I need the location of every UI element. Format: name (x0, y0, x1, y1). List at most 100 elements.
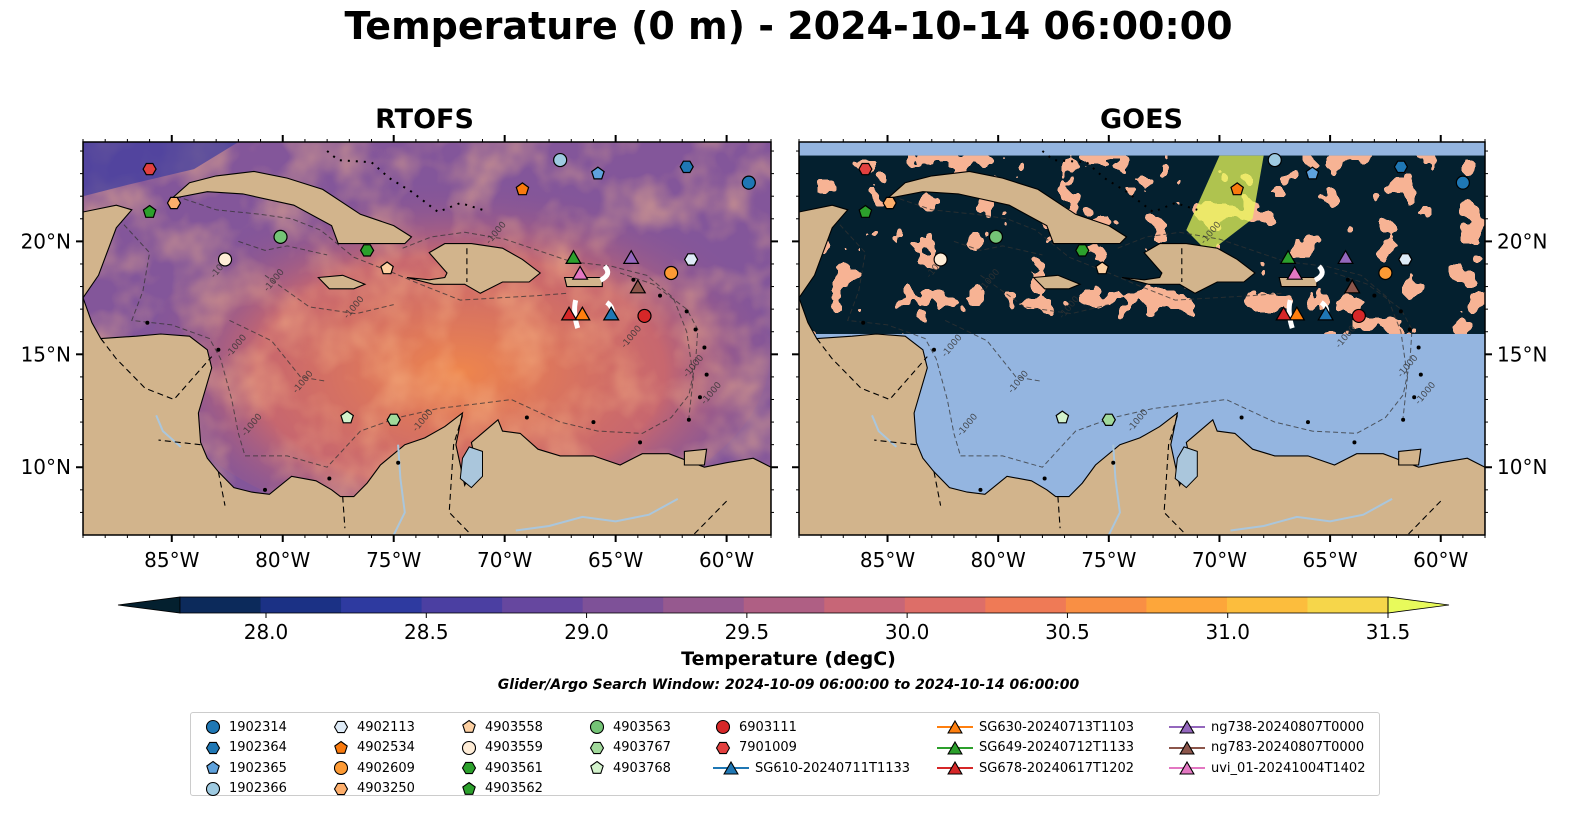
legend-label: 4903563 (613, 719, 671, 735)
legend-marker (205, 719, 221, 735)
colorbar-tick-label: 30.0 (885, 620, 930, 640)
x-tick-label: 70°W (477, 548, 532, 572)
platform-marker-1902365 (1305, 166, 1320, 180)
platform-marker-7901009 (858, 162, 873, 176)
legend-label: 4903558 (485, 719, 543, 735)
y-tick-label: 15°N (1497, 342, 1547, 366)
legend-label: 1902314 (229, 719, 287, 735)
country-border (874, 439, 917, 446)
colorbar-segment (180, 597, 262, 613)
legend-marker (205, 741, 221, 754)
glider-track (599, 264, 611, 283)
depth-contour (245, 272, 699, 468)
small-island (1398, 309, 1403, 314)
small-island (684, 309, 689, 314)
legend-label: SG678-20240617T1202 (979, 760, 1135, 776)
small-island (1412, 395, 1417, 400)
x-tick-label: 60°W (1413, 548, 1468, 572)
platform-marker-uvi_01-20241004T1402 (571, 265, 589, 280)
colorbar-segment (260, 597, 342, 613)
small-island (1239, 415, 1244, 420)
platform-marker-4903768 (1055, 410, 1070, 424)
colorbar-extend-high (1387, 596, 1450, 614)
small-island (1305, 420, 1310, 425)
legend-marker (462, 781, 476, 795)
x-tick-label: 85°W (144, 548, 199, 572)
small-island (638, 440, 643, 445)
legend-item: 1902366 (203, 779, 287, 799)
legend-label: ng738-20240807T0000 (1211, 719, 1365, 735)
x-tick-label: 75°W (366, 548, 421, 572)
x-tick-label: 85°W (860, 548, 915, 572)
rtofs-map: -1000-1000-1000-1000-1000-1000-1000-1000… (21, 135, 778, 572)
map-frame (82, 141, 772, 536)
y-tick-label: 10°N (21, 455, 71, 479)
land-mainland (799, 142, 1485, 535)
small-island (216, 347, 221, 352)
legend-item: ng783-20240807T0000 (1169, 738, 1364, 758)
colorbar-tick-label: 28.5 (404, 620, 449, 640)
legend-item: 1902365 (203, 758, 287, 778)
country-border (692, 500, 727, 535)
legend-item: 4902609 (331, 758, 415, 778)
legend-label: 4903767 (613, 740, 671, 755)
legend-marker (589, 741, 605, 754)
y-tick-label: 10°N (1497, 455, 1547, 479)
platform-marker-4903768 (340, 410, 355, 424)
legend-marker (715, 719, 731, 735)
legend-label: 7901009 (739, 740, 797, 755)
platform-marker-SG678-20240617T1202 (1275, 306, 1293, 321)
x-tick-label: 80°W (255, 548, 310, 572)
small-island (1345, 277, 1350, 282)
small-island (396, 460, 401, 465)
small-island (658, 293, 663, 298)
legend-marker (461, 761, 477, 775)
legend-marker (937, 740, 973, 755)
small-island (1111, 460, 1116, 465)
platform-marker-4903561 (359, 244, 375, 257)
legend-item: 4903559 (459, 738, 543, 758)
platform-marker-ng738-20240807T0000 (1337, 249, 1354, 264)
platform-marker-4902113 (683, 253, 699, 266)
platform-marker-4902534 (515, 182, 530, 196)
legend-marker (937, 760, 973, 775)
colorbar-segment (341, 597, 423, 613)
platform-marker-SG630-20240713T1103 (573, 306, 591, 321)
platform-marker-ng783-20240807T0000 (629, 278, 647, 294)
legend-marker (590, 760, 604, 774)
depth-contour (944, 319, 1043, 382)
small-island (1401, 417, 1406, 422)
glider-track (1286, 299, 1295, 329)
x-tick-label: 65°W (1302, 548, 1357, 572)
legend-marker (461, 740, 477, 755)
land-cuba (885, 170, 1128, 245)
legend-item: 1902364 (203, 738, 287, 758)
legend-marker (205, 781, 221, 796)
legend-marker (937, 719, 973, 734)
legend-item: SG630-20240713T1103 (937, 717, 1134, 737)
legend-label: ng783-20240807T0000 (1211, 740, 1365, 755)
colorbar-tick-label: 31.5 (1366, 620, 1411, 640)
depth-contour (960, 272, 1413, 468)
platform-marker-4903562 (142, 204, 157, 218)
x-tick-label: 70°W (1192, 548, 1247, 572)
legend-marker (334, 740, 348, 754)
legend-label: 1902365 (229, 760, 287, 776)
legend-label: SG610-20240711T1133 (755, 760, 911, 776)
colorbar-tick-label: 29.0 (564, 620, 609, 640)
depth-contour (891, 195, 1282, 301)
land-jamaica (317, 274, 367, 290)
platform-marker-SG649-20240712T1133 (565, 249, 582, 264)
legend-item: 4903250 (331, 779, 415, 799)
legend-label: 4903562 (485, 781, 543, 796)
x-tick-label: 75°W (1081, 548, 1136, 572)
platform-marker-1902364 (679, 160, 694, 174)
depth-contour (402, 231, 694, 418)
land-jamaica (1032, 274, 1082, 290)
legend-item: 4903562 (459, 779, 543, 799)
colorbar-segment (1146, 597, 1228, 613)
legend-marker (206, 760, 220, 774)
small-island (591, 420, 596, 425)
colorbar-segment (663, 597, 745, 613)
platform-marker-4903562 (858, 204, 873, 218)
